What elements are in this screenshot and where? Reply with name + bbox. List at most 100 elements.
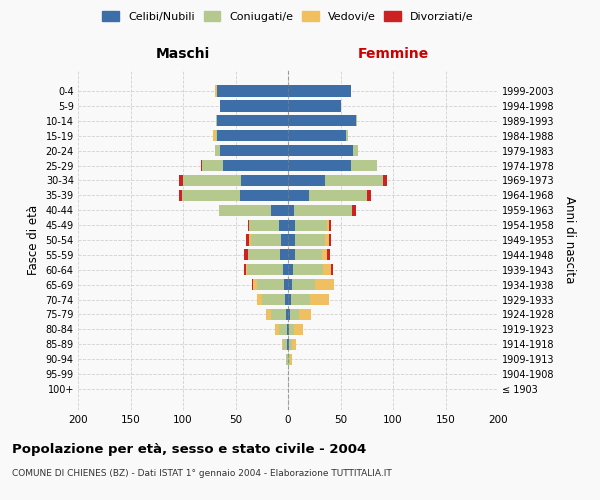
Y-axis label: Anni di nascita: Anni di nascita bbox=[563, 196, 576, 284]
Bar bbox=[288, 324, 289, 335]
Bar bbox=[356, 115, 358, 126]
Bar bbox=[280, 250, 288, 260]
Bar bbox=[252, 279, 253, 290]
Bar bbox=[299, 309, 311, 320]
Bar bbox=[325, 175, 383, 186]
Bar bbox=[323, 264, 331, 276]
Bar bbox=[248, 250, 280, 260]
Bar bbox=[215, 115, 217, 126]
Bar bbox=[329, 220, 331, 230]
Bar bbox=[214, 130, 215, 141]
Bar bbox=[288, 145, 353, 156]
Bar bbox=[282, 338, 283, 350]
Bar bbox=[262, 294, 285, 305]
Bar bbox=[244, 250, 248, 260]
Bar bbox=[288, 175, 325, 186]
Bar bbox=[283, 338, 287, 350]
Bar bbox=[288, 279, 292, 290]
Bar bbox=[329, 234, 331, 246]
Bar bbox=[249, 234, 251, 246]
Bar bbox=[179, 175, 183, 186]
Bar bbox=[352, 204, 356, 216]
Bar bbox=[288, 130, 346, 141]
Bar bbox=[331, 264, 333, 276]
Bar bbox=[291, 294, 310, 305]
Text: COMUNE DI CHIENES (BZ) - Dati ISTAT 1° gennaio 2004 - Elaborazione TUTTITALIA.IT: COMUNE DI CHIENES (BZ) - Dati ISTAT 1° g… bbox=[12, 469, 392, 478]
Bar bbox=[288, 115, 356, 126]
Bar bbox=[240, 190, 288, 201]
Bar bbox=[248, 220, 249, 230]
Bar bbox=[288, 354, 290, 365]
Bar bbox=[289, 324, 295, 335]
Bar bbox=[215, 145, 220, 156]
Bar bbox=[295, 234, 325, 246]
Bar bbox=[218, 204, 271, 216]
Bar bbox=[288, 86, 351, 96]
Bar bbox=[182, 190, 240, 201]
Bar bbox=[223, 160, 288, 171]
Bar bbox=[271, 309, 286, 320]
Bar bbox=[202, 160, 223, 171]
Bar bbox=[383, 175, 387, 186]
Bar bbox=[290, 309, 299, 320]
Bar bbox=[293, 264, 323, 276]
Bar bbox=[288, 309, 290, 320]
Bar bbox=[285, 294, 288, 305]
Bar bbox=[271, 204, 288, 216]
Bar bbox=[322, 250, 327, 260]
Text: Maschi: Maschi bbox=[156, 48, 210, 62]
Bar bbox=[288, 220, 295, 230]
Bar bbox=[325, 234, 329, 246]
Bar bbox=[286, 309, 288, 320]
Bar bbox=[215, 130, 217, 141]
Bar bbox=[288, 234, 295, 246]
Bar bbox=[310, 294, 329, 305]
Legend: Celibi/Nubili, Coniugati/e, Vedovi/e, Divorziati/e: Celibi/Nubili, Coniugati/e, Vedovi/e, Di… bbox=[99, 8, 477, 25]
Bar bbox=[217, 86, 288, 96]
Bar bbox=[287, 338, 288, 350]
Bar bbox=[283, 264, 288, 276]
Bar bbox=[266, 309, 271, 320]
Bar bbox=[295, 250, 322, 260]
Bar bbox=[286, 354, 288, 365]
Bar bbox=[215, 86, 217, 96]
Bar bbox=[288, 160, 351, 171]
Bar bbox=[179, 190, 182, 201]
Bar bbox=[346, 130, 348, 141]
Bar bbox=[288, 204, 295, 216]
Bar bbox=[246, 264, 247, 276]
Bar bbox=[251, 234, 281, 246]
Bar bbox=[290, 354, 292, 365]
Bar bbox=[287, 324, 288, 335]
Text: Popolazione per età, sesso e stato civile - 2004: Popolazione per età, sesso e stato civil… bbox=[12, 442, 366, 456]
Bar bbox=[275, 324, 278, 335]
Bar bbox=[316, 279, 334, 290]
Bar bbox=[289, 338, 292, 350]
Text: Femmine: Femmine bbox=[358, 48, 428, 62]
Bar bbox=[327, 220, 329, 230]
Bar bbox=[351, 160, 377, 171]
Bar bbox=[257, 294, 262, 305]
Y-axis label: Fasce di età: Fasce di età bbox=[27, 205, 40, 275]
Bar bbox=[278, 324, 287, 335]
Bar bbox=[288, 100, 341, 112]
Bar bbox=[288, 264, 293, 276]
Bar bbox=[292, 338, 296, 350]
Bar bbox=[246, 234, 249, 246]
Bar bbox=[367, 190, 371, 201]
Bar bbox=[327, 250, 330, 260]
Bar bbox=[281, 234, 288, 246]
Bar bbox=[249, 220, 278, 230]
Bar bbox=[244, 264, 246, 276]
Bar bbox=[257, 279, 284, 290]
Bar bbox=[292, 279, 316, 290]
Bar bbox=[288, 250, 295, 260]
Bar bbox=[295, 204, 352, 216]
Bar bbox=[288, 338, 289, 350]
Bar bbox=[284, 279, 288, 290]
Bar bbox=[247, 264, 283, 276]
Bar bbox=[295, 220, 327, 230]
Bar bbox=[278, 220, 288, 230]
Bar bbox=[217, 115, 288, 126]
Bar bbox=[220, 145, 288, 156]
